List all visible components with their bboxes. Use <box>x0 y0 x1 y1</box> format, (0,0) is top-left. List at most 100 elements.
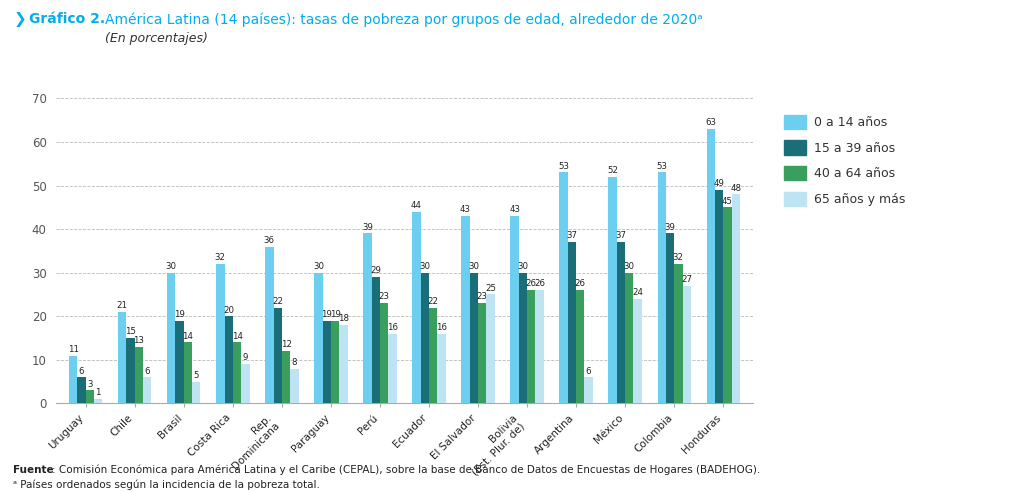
Text: 52: 52 <box>607 166 618 175</box>
Text: 36: 36 <box>264 236 274 245</box>
Bar <box>126 338 135 403</box>
Text: 26: 26 <box>535 279 545 288</box>
Bar <box>86 390 94 403</box>
Text: 19: 19 <box>330 310 341 319</box>
Text: 5: 5 <box>194 371 199 380</box>
Text: 30: 30 <box>468 262 479 271</box>
Bar <box>265 246 273 403</box>
Text: 48: 48 <box>730 184 741 192</box>
Bar <box>314 273 323 403</box>
Bar <box>193 382 201 403</box>
Bar <box>634 299 642 403</box>
Bar <box>683 286 691 403</box>
Bar <box>715 190 723 403</box>
Text: América Latina (14 países): tasas de pobreza por grupos de edad, alrededor de 20: América Latina (14 países): tasas de pob… <box>105 12 703 27</box>
Bar <box>470 273 478 403</box>
Bar <box>536 290 544 403</box>
Bar <box>437 334 445 403</box>
Bar <box>731 194 740 403</box>
Text: 15: 15 <box>125 327 136 337</box>
Text: 14: 14 <box>182 332 194 340</box>
Bar <box>175 321 184 403</box>
Text: 16: 16 <box>436 323 447 332</box>
Text: 37: 37 <box>615 231 627 241</box>
Text: (En porcentajes): (En porcentajes) <box>105 32 208 45</box>
Bar <box>559 173 567 403</box>
Bar <box>216 264 224 403</box>
Bar <box>290 369 299 403</box>
Text: 21: 21 <box>117 301 128 310</box>
Text: 63: 63 <box>706 118 716 127</box>
Bar <box>723 207 731 403</box>
Text: 39: 39 <box>665 223 676 232</box>
Text: 25: 25 <box>485 284 496 293</box>
Text: 32: 32 <box>215 253 226 262</box>
Text: 39: 39 <box>362 223 373 232</box>
Text: 11: 11 <box>68 345 79 354</box>
Text: 53: 53 <box>656 162 668 171</box>
Text: 14: 14 <box>231 332 243 340</box>
Bar <box>625 273 634 403</box>
Text: Fuente: Fuente <box>13 465 54 475</box>
Bar <box>69 356 78 403</box>
Bar <box>510 216 519 403</box>
Bar <box>224 316 232 403</box>
Text: 23: 23 <box>379 292 389 302</box>
Text: 9: 9 <box>243 353 248 363</box>
Text: 44: 44 <box>411 201 422 210</box>
Text: 1: 1 <box>95 388 101 398</box>
Bar <box>486 295 495 403</box>
Bar <box>339 325 347 403</box>
Text: 30: 30 <box>313 262 324 271</box>
Bar <box>380 303 388 403</box>
Text: ᵃ Países ordenados según la incidencia de la pobreza total.: ᵃ Países ordenados según la incidencia d… <box>13 480 321 490</box>
Bar <box>585 377 593 403</box>
Bar <box>567 242 577 403</box>
Bar <box>118 312 126 403</box>
Bar <box>372 277 380 403</box>
Bar <box>143 377 152 403</box>
Text: 24: 24 <box>632 288 643 297</box>
Text: 32: 32 <box>673 253 684 262</box>
Text: 49: 49 <box>714 179 725 188</box>
Bar <box>478 303 486 403</box>
Text: 45: 45 <box>722 197 733 206</box>
Text: 26: 26 <box>574 279 586 288</box>
Bar <box>78 377 86 403</box>
Text: ❯: ❯ <box>13 12 26 27</box>
Text: 16: 16 <box>387 323 398 332</box>
Text: 26: 26 <box>525 279 537 288</box>
Text: 19: 19 <box>322 310 332 319</box>
Bar <box>242 364 250 403</box>
Bar <box>323 321 331 403</box>
Text: 6: 6 <box>586 367 592 375</box>
Bar <box>94 399 102 403</box>
Bar <box>608 177 616 403</box>
Text: 37: 37 <box>566 231 578 241</box>
Text: 30: 30 <box>624 262 635 271</box>
Bar <box>184 342 193 403</box>
Bar <box>331 321 339 403</box>
Text: 3: 3 <box>87 380 92 389</box>
Text: 43: 43 <box>509 205 520 215</box>
Bar <box>462 216 470 403</box>
Text: 30: 30 <box>517 262 528 271</box>
Text: 30: 30 <box>166 262 177 271</box>
Legend: 0 a 14 años, 15 a 39 años, 40 a 64 años, 65 años y más: 0 a 14 años, 15 a 39 años, 40 a 64 años,… <box>780 111 908 210</box>
Bar <box>135 347 143 403</box>
Text: 8: 8 <box>292 358 297 367</box>
Text: 20: 20 <box>223 306 234 314</box>
Text: 12: 12 <box>281 340 292 349</box>
Text: 27: 27 <box>681 275 692 284</box>
Bar <box>527 290 536 403</box>
Text: 13: 13 <box>133 336 144 345</box>
Bar <box>421 273 429 403</box>
Text: 18: 18 <box>338 314 349 323</box>
Text: 22: 22 <box>428 297 438 306</box>
Bar <box>707 129 715 403</box>
Text: 43: 43 <box>460 205 471 215</box>
Bar <box>273 308 282 403</box>
Bar <box>666 234 674 403</box>
Text: 19: 19 <box>174 310 185 319</box>
Bar <box>577 290 585 403</box>
